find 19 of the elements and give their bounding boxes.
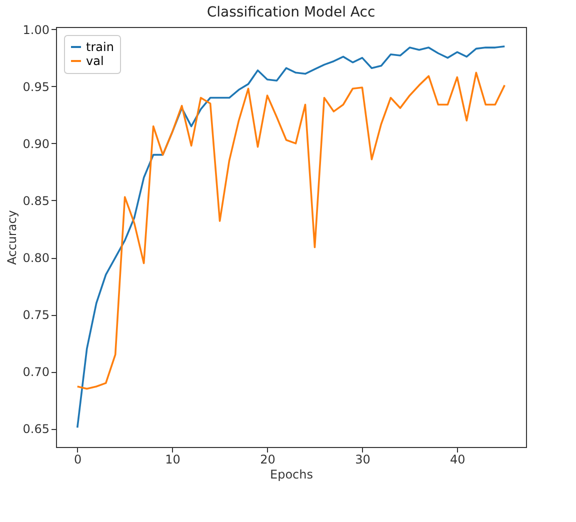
x-tick-label: 10	[165, 452, 180, 466]
y-tick-label: 0.95	[22, 80, 50, 94]
legend-label: train	[86, 40, 114, 54]
y-tick-label: 0.75	[22, 308, 50, 322]
chart-title: Classification Model Acc	[206, 4, 376, 20]
y-tick-label: 0.65	[22, 422, 50, 436]
y-tick-label: 1.00	[22, 22, 50, 37]
y-tick-label: 0.70	[22, 365, 50, 380]
x-tick-label: 20	[260, 452, 276, 466]
y-tick-label: 0.80	[22, 251, 50, 266]
x-tick-label: 40	[450, 452, 466, 466]
x-tick-label: 0	[74, 452, 82, 466]
legend-label: val	[86, 54, 104, 68]
y-axis-title: Accuracy	[4, 210, 19, 265]
y-tick-label: 0.85	[22, 194, 50, 208]
x-tick-label: 30	[355, 452, 370, 466]
x-axis-title: Epochs	[270, 468, 313, 482]
line-series	[76, 72, 506, 390]
y-tick-label: 0.90	[22, 136, 50, 151]
